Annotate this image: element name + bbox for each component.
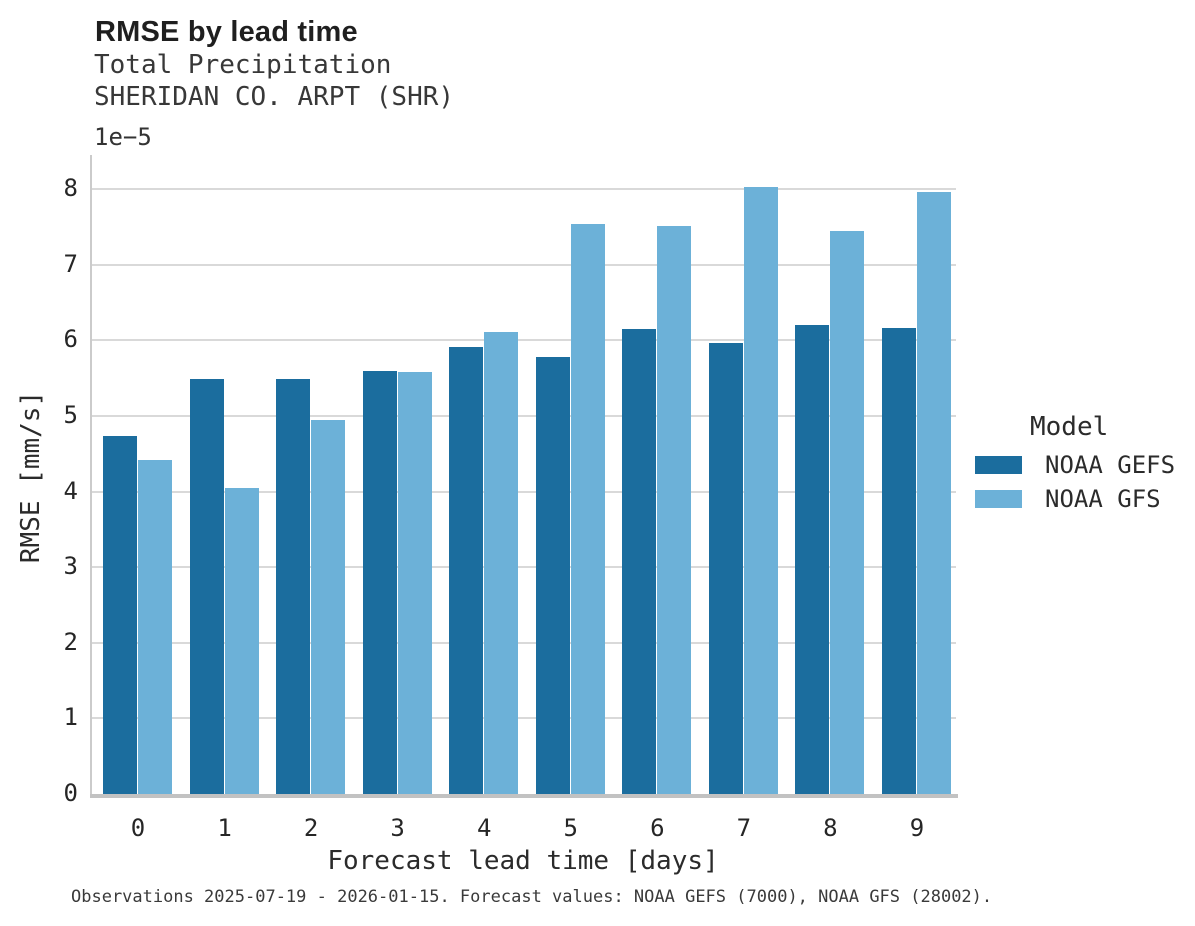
y-tick-label-2: 2 [63,627,78,656]
bar-noaa-gfs-lead6 [657,226,692,794]
y-tick-label-7: 7 [63,249,78,278]
legend-title: Model [1030,412,1109,442]
y-axis-offset-text: 1e−5 [94,123,152,151]
legend-swatch [975,456,1022,474]
bar-noaa-gefs-lead0 [103,436,137,794]
x-axis-spine [90,794,958,798]
x-axis-label: Forecast lead time [days] [327,846,719,876]
gridline-y4 [90,490,956,493]
x-tick-label-0: 0 [130,814,146,842]
bar-noaa-gefs-lead4 [449,347,484,794]
gridline-y2 [90,641,956,644]
y-tick-label-3: 3 [63,552,78,581]
gridline-y3 [90,566,956,569]
bar-noaa-gfs-lead8 [830,231,865,794]
y-tick-label-0: 0 [63,779,78,807]
x-tick-label-4: 4 [476,814,492,842]
gridline-y5 [90,414,956,417]
plot-area [90,155,956,794]
y-tick-label-8: 8 [63,174,78,203]
x-tick-label-6: 6 [650,814,665,842]
x-tick-label-9: 9 [909,814,925,842]
bar-noaa-gefs-lead5 [535,357,570,794]
caption-note: Observations 2025-07-19 - 2026-01-15. Fo… [71,887,993,907]
y-tick-label-1: 1 [63,703,78,732]
bar-noaa-gfs-lead9 [916,192,951,794]
bar-noaa-gefs-lead6 [622,329,657,794]
bar-noaa-gefs-lead8 [795,325,830,794]
legend-label: NOAA GEFS [1045,451,1176,479]
x-tick-label-5: 5 [563,814,578,842]
y-tick-label-4: 4 [63,476,78,505]
gridline-y1 [90,717,956,720]
chart-subtitle-station: SHERIDAN CO. ARPT (SHR) [94,82,455,112]
bar-noaa-gefs-lead7 [708,343,743,794]
y-tick-label-5: 5 [63,400,78,429]
x-tick-label-3: 3 [390,814,405,842]
chart-subtitle-variable: Total Precipitation [94,50,392,80]
bar-noaa-gfs-lead0 [138,460,172,794]
gridline-y7 [90,263,956,266]
bar-noaa-gfs-lead4 [484,332,519,794]
legend-swatch [975,490,1022,508]
bar-noaa-gfs-lead2 [311,420,346,794]
gridline-y6 [90,339,956,342]
bar-noaa-gfs-lead1 [224,488,259,794]
x-tick-label-1: 1 [217,814,232,842]
bar-noaa-gfs-lead3 [397,372,432,794]
legend-entry-noaa-gfs: NOAA GFS [975,485,1161,513]
bar-noaa-gefs-lead1 [189,379,224,794]
legend-entry-noaa-gefs: NOAA GEFS [975,451,1175,479]
x-tick-label-2: 2 [303,814,319,842]
bar-noaa-gefs-lead9 [881,328,916,794]
x-tick-label-7: 7 [736,814,752,842]
y-tick-label-6: 6 [63,325,78,354]
legend-label: NOAA GFS [1045,485,1161,513]
x-tick-label-8: 8 [823,814,838,842]
gridline-y8 [90,188,956,191]
bar-noaa-gfs-lead5 [570,224,605,794]
bar-noaa-gefs-lead2 [276,379,311,794]
bar-noaa-gefs-lead3 [362,371,397,794]
bar-noaa-gfs-lead7 [743,187,778,794]
y-axis-spine [90,155,92,798]
chart-title: RMSE by lead time [95,16,358,48]
